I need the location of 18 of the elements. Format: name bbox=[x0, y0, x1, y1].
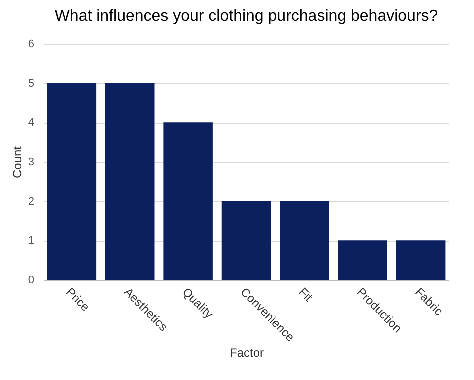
y-axis-title: Count bbox=[10, 146, 24, 179]
bar bbox=[338, 240, 388, 280]
bar bbox=[105, 83, 155, 280]
y-tick-label: 1 bbox=[28, 235, 34, 248]
bar bbox=[396, 240, 446, 280]
x-axis-title: Factor bbox=[230, 346, 264, 360]
y-tick-label: 3 bbox=[28, 156, 34, 168]
x-tick-label: Fit bbox=[296, 285, 316, 305]
y-tick-label: 5 bbox=[28, 78, 34, 90]
y-tick-label: 0 bbox=[28, 274, 34, 286]
y-tick-label: 4 bbox=[28, 117, 34, 130]
chart-title: What influences your clothing purchasing behaviours? bbox=[54, 8, 438, 25]
bar bbox=[280, 201, 330, 280]
y-tick-label: 2 bbox=[28, 196, 34, 208]
bar bbox=[47, 83, 97, 280]
bar bbox=[222, 201, 272, 280]
y-tick-label: 6 bbox=[28, 38, 34, 50]
bar bbox=[164, 122, 213, 280]
